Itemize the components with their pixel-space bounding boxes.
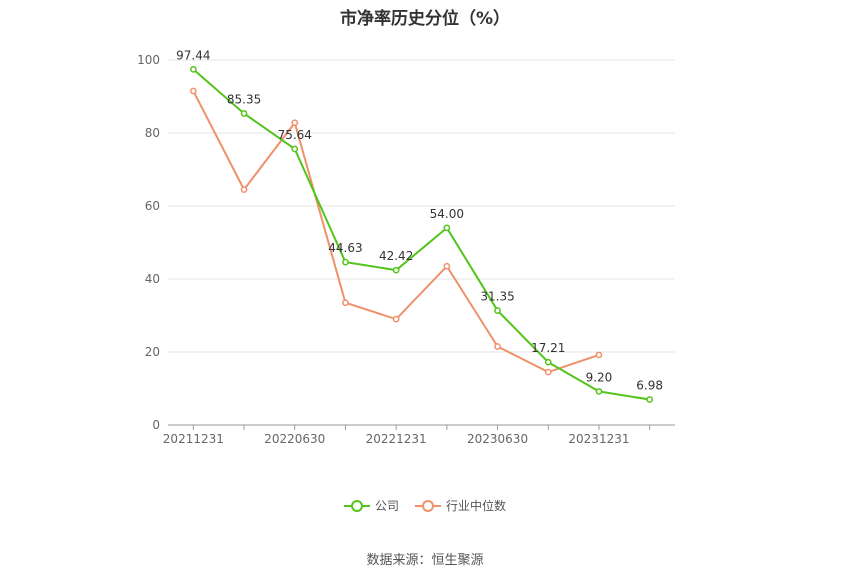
company-data-label: 97.44 [176, 48, 210, 62]
industry-data-point [291, 119, 299, 127]
company-data-label: 85.35 [227, 92, 261, 106]
y-tick-label: 20 [145, 345, 160, 359]
y-tick-label: 0 [152, 418, 160, 432]
legend-item-company[interactable]: 公司 [343, 497, 399, 514]
company-data-label: 9.20 [586, 370, 613, 384]
y-tick-label: 40 [145, 272, 160, 286]
company-data-point [190, 65, 197, 73]
company-data-point [443, 224, 451, 232]
x-tick-label: 20231231 [568, 432, 629, 446]
legend-company-label: 公司 [374, 499, 399, 513]
y-tick-label: 80 [145, 126, 160, 140]
industry-data-point [342, 299, 349, 307]
company-data-label: 31.35 [480, 290, 514, 304]
data-source: 数据来源：恒生聚源 [366, 553, 484, 568]
industry-data-point [443, 262, 451, 270]
company-data-point [342, 258, 349, 266]
industry-data-point [392, 315, 400, 323]
company-data-point [646, 396, 654, 403]
company-series-line [192, 68, 650, 401]
legend-item-industry-median[interactable]: 行业中位数 [415, 497, 506, 514]
industry-data-point [190, 87, 197, 95]
company-data-label: 42.42 [379, 249, 413, 263]
company-data-label: 75.64 [278, 128, 312, 142]
company-data-label: 54.00 [430, 207, 464, 221]
company-data-point [595, 388, 603, 395]
legend: 公司 行业中位数 [0, 497, 850, 514]
x-tick-label: 20230630 [467, 432, 528, 446]
x-tick-label: 20220630 [264, 432, 325, 446]
industry-data-point [494, 343, 501, 350]
company-data-point [392, 266, 400, 274]
industry-data-point [595, 351, 603, 359]
chart-title: 市净率历史分位（%） [339, 9, 511, 29]
company-data-point [240, 110, 248, 117]
company-data-point [494, 307, 501, 314]
industry-data-point [240, 186, 248, 193]
legend-industry-marker-icon [415, 499, 441, 512]
legend-industry-label: 行业中位数 [446, 499, 507, 513]
x-tick-label: 20211231 [163, 432, 224, 446]
company-data-label: 6.98 [636, 379, 663, 393]
legend-company-marker-icon [343, 499, 370, 512]
x-tick-label: 20221231 [366, 432, 427, 446]
y-tick-label: 60 [145, 199, 160, 213]
industry-data-point [544, 368, 552, 376]
company-data-label: 17.21 [531, 341, 565, 355]
company-data-point [291, 145, 299, 153]
y-tick-label: 100 [137, 53, 160, 67]
company-data-label: 44.63 [328, 241, 362, 255]
company-data-point [544, 358, 552, 366]
